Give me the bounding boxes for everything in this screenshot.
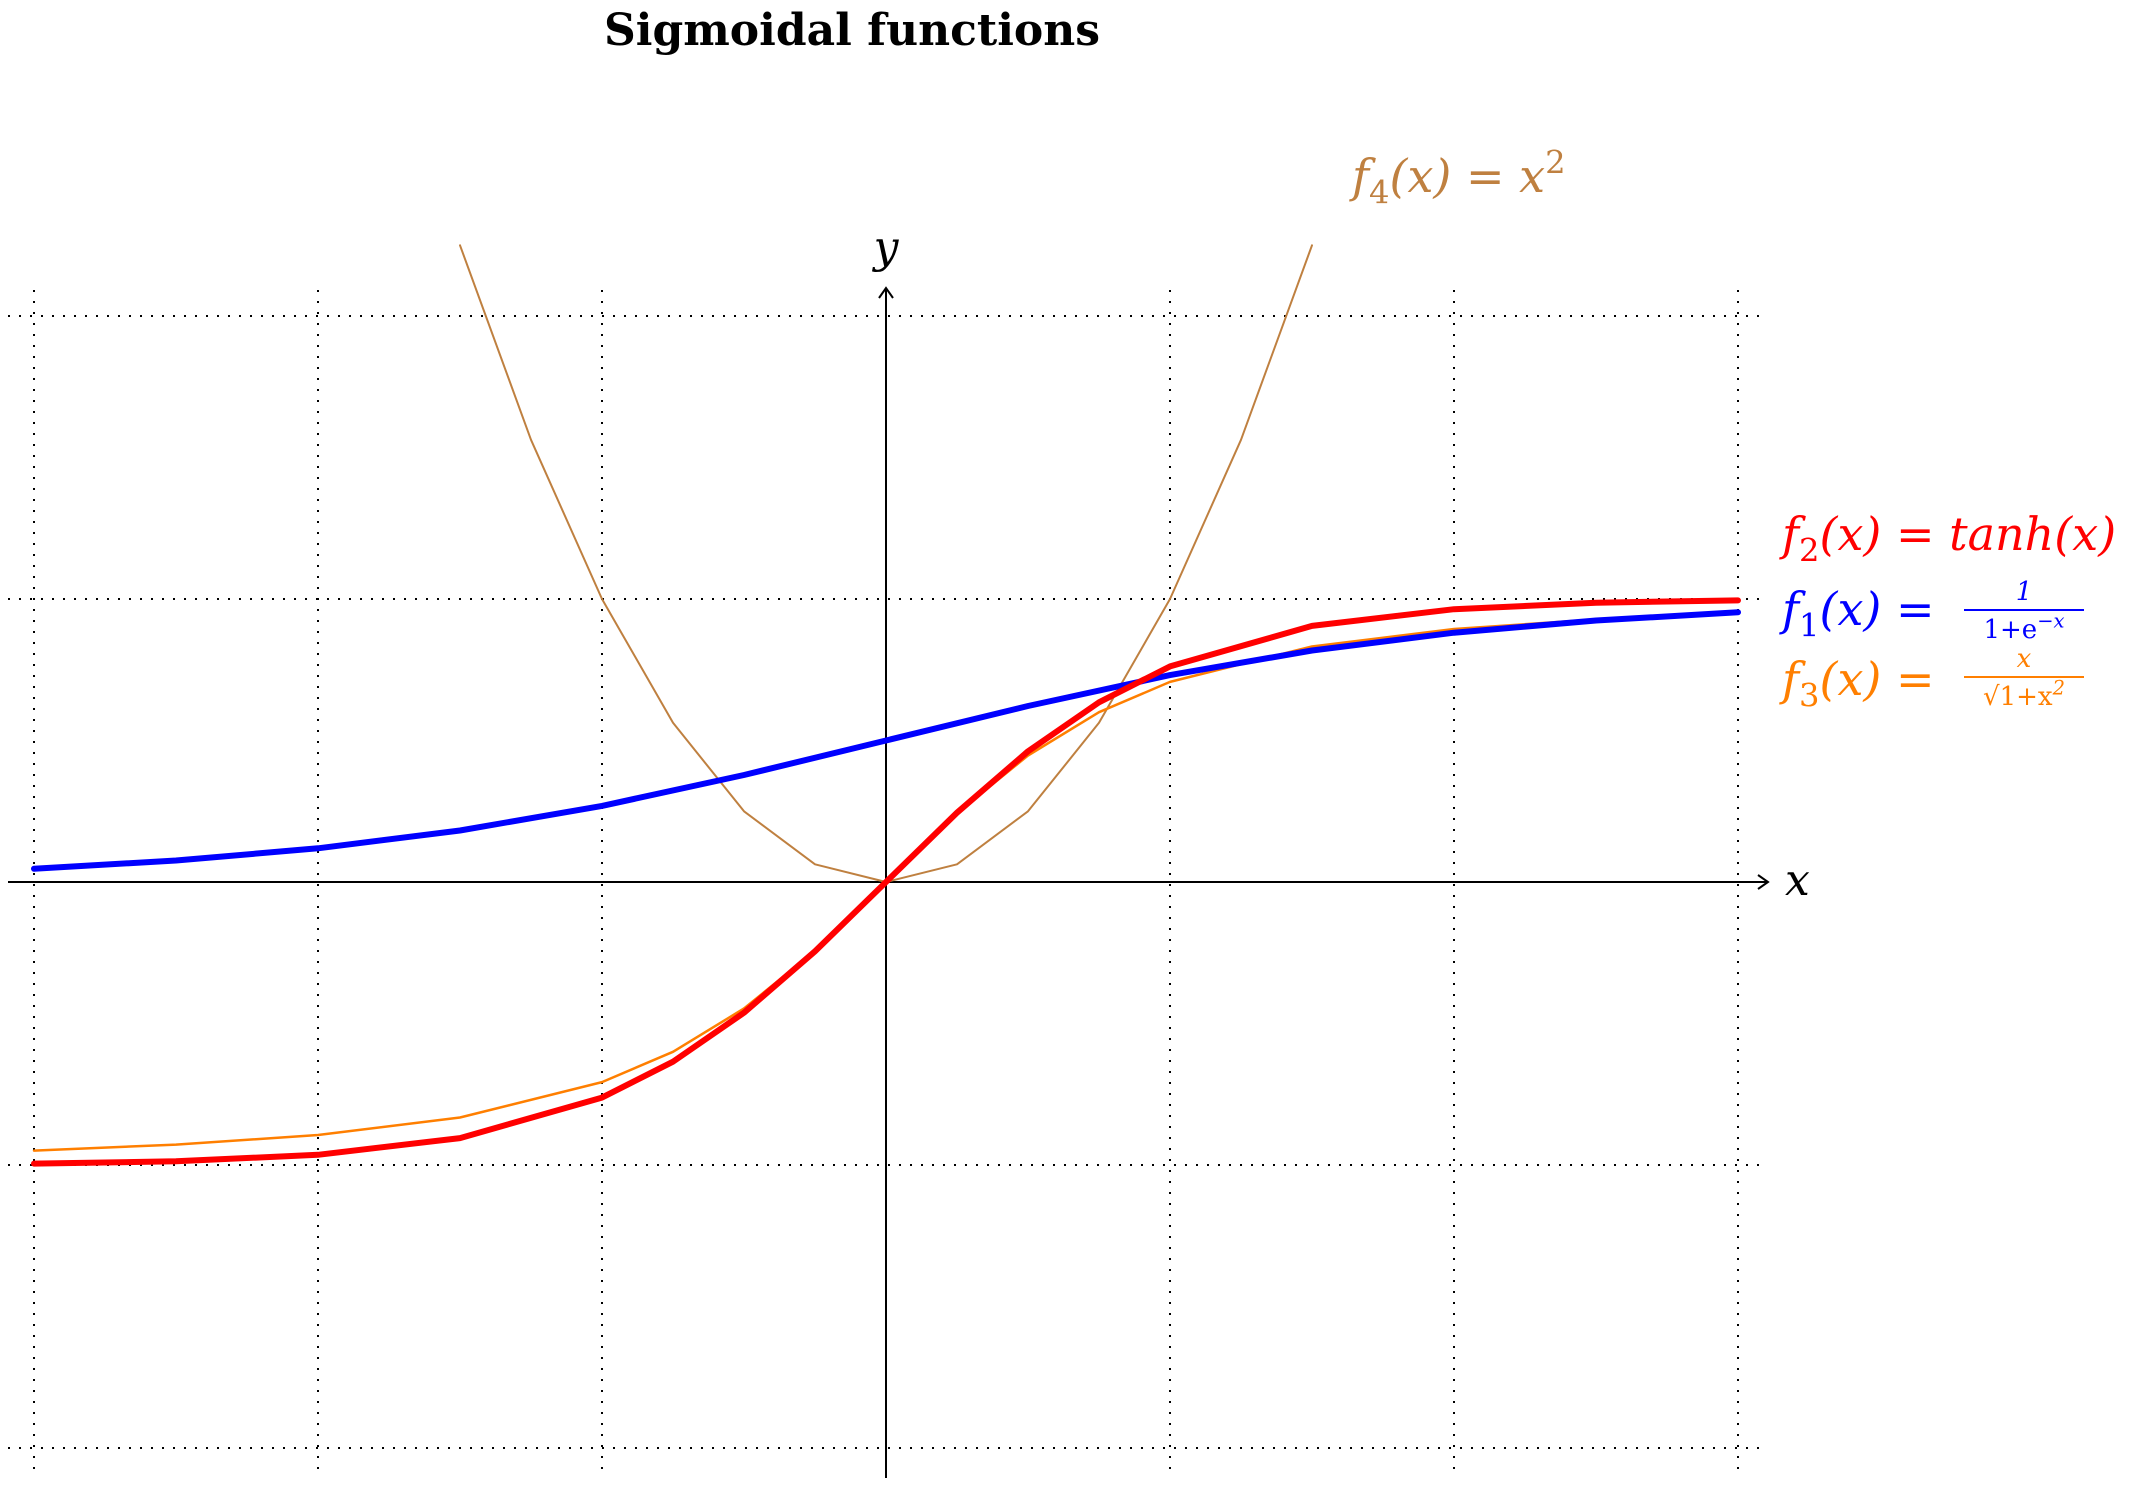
y-axis-label: y (872, 222, 900, 273)
x-axis-label: x (1785, 855, 1810, 906)
legend-f1-denominator: 1+e−x (1983, 610, 2064, 645)
labels-group: Sigmoidal functions x y f4(x) = x2 f2(x) = t… (604, 5, 2116, 906)
x-axis-arrow (1757, 874, 1770, 890)
legend-f2: f2(x) = tanh(x) (1779, 507, 2116, 570)
legend-f1-numerator: 1 (2016, 577, 2033, 607)
chart-title: Sigmoidal functions (604, 5, 1100, 56)
legend-f3-denominator: √1+x2 (1983, 677, 2065, 712)
legend-f3-numerator: x (2017, 644, 2032, 674)
legend-f3: f3(x) = (1779, 652, 1935, 715)
series-group (31, 244, 1741, 1167)
legend-f4: f4(x) = x2 (1349, 144, 1566, 212)
series-line-f2 (31, 597, 1741, 1167)
series-line-f1 (31, 609, 1741, 872)
y-axis-arrow (878, 286, 894, 299)
